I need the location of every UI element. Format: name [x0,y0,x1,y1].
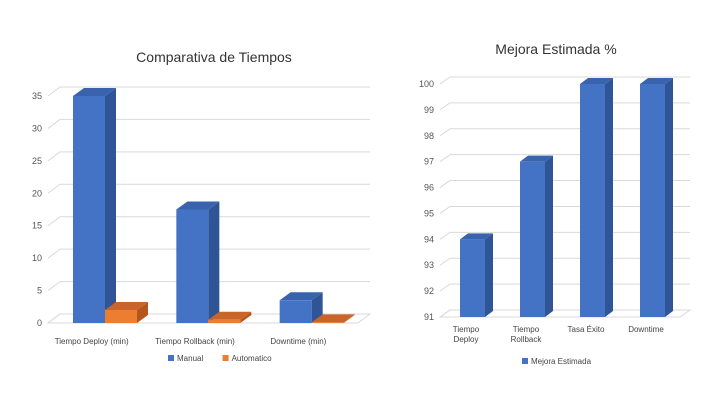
c1-category-label: Tiempo Rollback (min) [155,337,235,346]
c1-category-label: Tiempo Deploy (min) [55,337,129,346]
c1-bar-top [176,201,220,210]
c2-bar-side [545,155,553,317]
chart1-gridlines [46,86,372,324]
c1-y-tick-label: 15 [32,221,42,231]
chart2-category-labels: Tiempo Deploy Tiempo Rollback Tasa Éxito Down… [453,325,665,344]
c1-bar [311,314,355,323]
c2-bar-front [460,239,485,317]
c2-y-tick-label: 99 [424,105,434,115]
chart1-title: Comparativa de Tiempos [136,49,292,65]
chart1-y-ticks: 0 5 10 15 20 25 30 35 [32,91,42,328]
c2-category-label: Tasa Éxito [568,325,605,334]
c1-bar-front [279,300,312,323]
c1-bar [176,201,220,323]
c1-y-tick-label: 0 [37,318,42,328]
mejora-estimada-chart: Mejora Estimada % 919293949596979899100 … [419,41,692,366]
c2-bar-side [665,78,673,317]
chart1-bars [73,88,355,323]
c2-bar [580,78,613,317]
c1-bar [208,311,252,323]
c2-bar-front [580,84,605,317]
c2-y-tick-label: 98 [424,131,434,141]
c2-y-tick-label: 92 [424,286,434,296]
c1-bar-front [73,96,105,323]
c2-bar-top [460,233,493,240]
c1-bar-front [105,310,137,323]
c1-bar-side [105,88,116,323]
c2-y-tick-label: 91 [424,312,434,322]
c1-gridline [47,216,370,227]
c1-bar-side [311,292,323,323]
c1-legend-label: Automatico [232,354,273,363]
c2-y-tick-label: 95 [424,208,434,218]
c1-bar-front [208,319,241,323]
c2-legend-item: Mejora Estimada [522,357,592,366]
c1-bar-front [311,322,344,323]
comparativa-tiempos-chart: Comparativa de Tiempos 0 5 10 15 20 25 30 35 Ti… [32,49,372,363]
c1-bar [279,292,323,323]
c2-bar-top [640,78,673,84]
c1-gridline [47,183,370,194]
c1-y-tick-label: 20 [32,188,42,198]
c2-bar-front [640,84,665,317]
c2-category-label: Downtime [628,325,664,334]
c2-bar-top [580,78,613,84]
c2-y-tick-label: 96 [424,183,434,193]
c1-bar-side [240,311,252,323]
chart2-legend: Mejora Estimada [522,357,592,366]
c2-category-label: Tiempo Rollback [511,325,543,344]
c1-legend-item: Manual [168,354,203,363]
c2-gridline [439,76,690,85]
c1-y-tick-label: 5 [37,286,42,296]
c1-gridline [47,281,370,291]
c1-bar-side [343,314,355,323]
c2-bar [520,155,553,317]
c1-category-label: Downtime (min) [270,337,326,346]
c2-legend-swatch [522,358,528,364]
c1-y-tick-label: 30 [32,123,42,133]
c1-gridline [47,151,370,162]
c1-legend-item: Automatico [222,354,273,363]
c1-bar-top [311,314,355,323]
c1-y-tick-label: 10 [32,253,42,263]
c1-legend-label: Manual [177,354,203,363]
c1-bar-top [208,311,252,320]
c2-legend-label: Mejora Estimada [531,357,592,366]
c2-y-tick-label: 97 [424,157,434,167]
c1-gridline [47,313,370,324]
c1-gridline [47,86,370,97]
chart2-title: Mejora Estimada % [495,41,616,57]
c1-bar-top [73,88,116,96]
chart1-category-labels: Tiempo Deploy (min) Tiempo Rollback (min)… [55,337,327,346]
c2-y-tick-label: 93 [424,260,434,270]
c1-bar-side [137,302,148,323]
c2-bar-side [605,78,613,317]
c1-bar [105,302,148,323]
c1-gridline [47,118,370,129]
c1-legend-swatch [222,355,229,361]
chart2-y-ticks: 91 92 93 94 95 96 97 98 99 100 [419,79,434,322]
c2-bar-side [485,233,493,317]
c1-bar-front [176,209,209,323]
c2-bar-top [520,155,553,162]
chart1-legend: Manual Automatico [168,354,272,363]
c1-bar-top [105,302,148,311]
c2-bar [460,233,493,317]
c2-bar-front [520,161,545,317]
c1-legend-swatch [168,355,174,361]
c1-y-tick-label: 35 [32,91,42,101]
c2-bar [640,78,673,317]
c1-gridline [47,248,370,259]
chart2-bars [460,78,673,317]
c1-y-tick-label: 25 [32,156,42,166]
c2-y-tick-label: 100 [419,79,434,89]
c1-bar-side [208,201,220,323]
c2-y-tick-label: 94 [424,234,434,244]
c2-category-label: Tiempo Deploy [453,325,480,344]
c1-bar-top [279,292,323,301]
c1-bar [73,88,116,323]
